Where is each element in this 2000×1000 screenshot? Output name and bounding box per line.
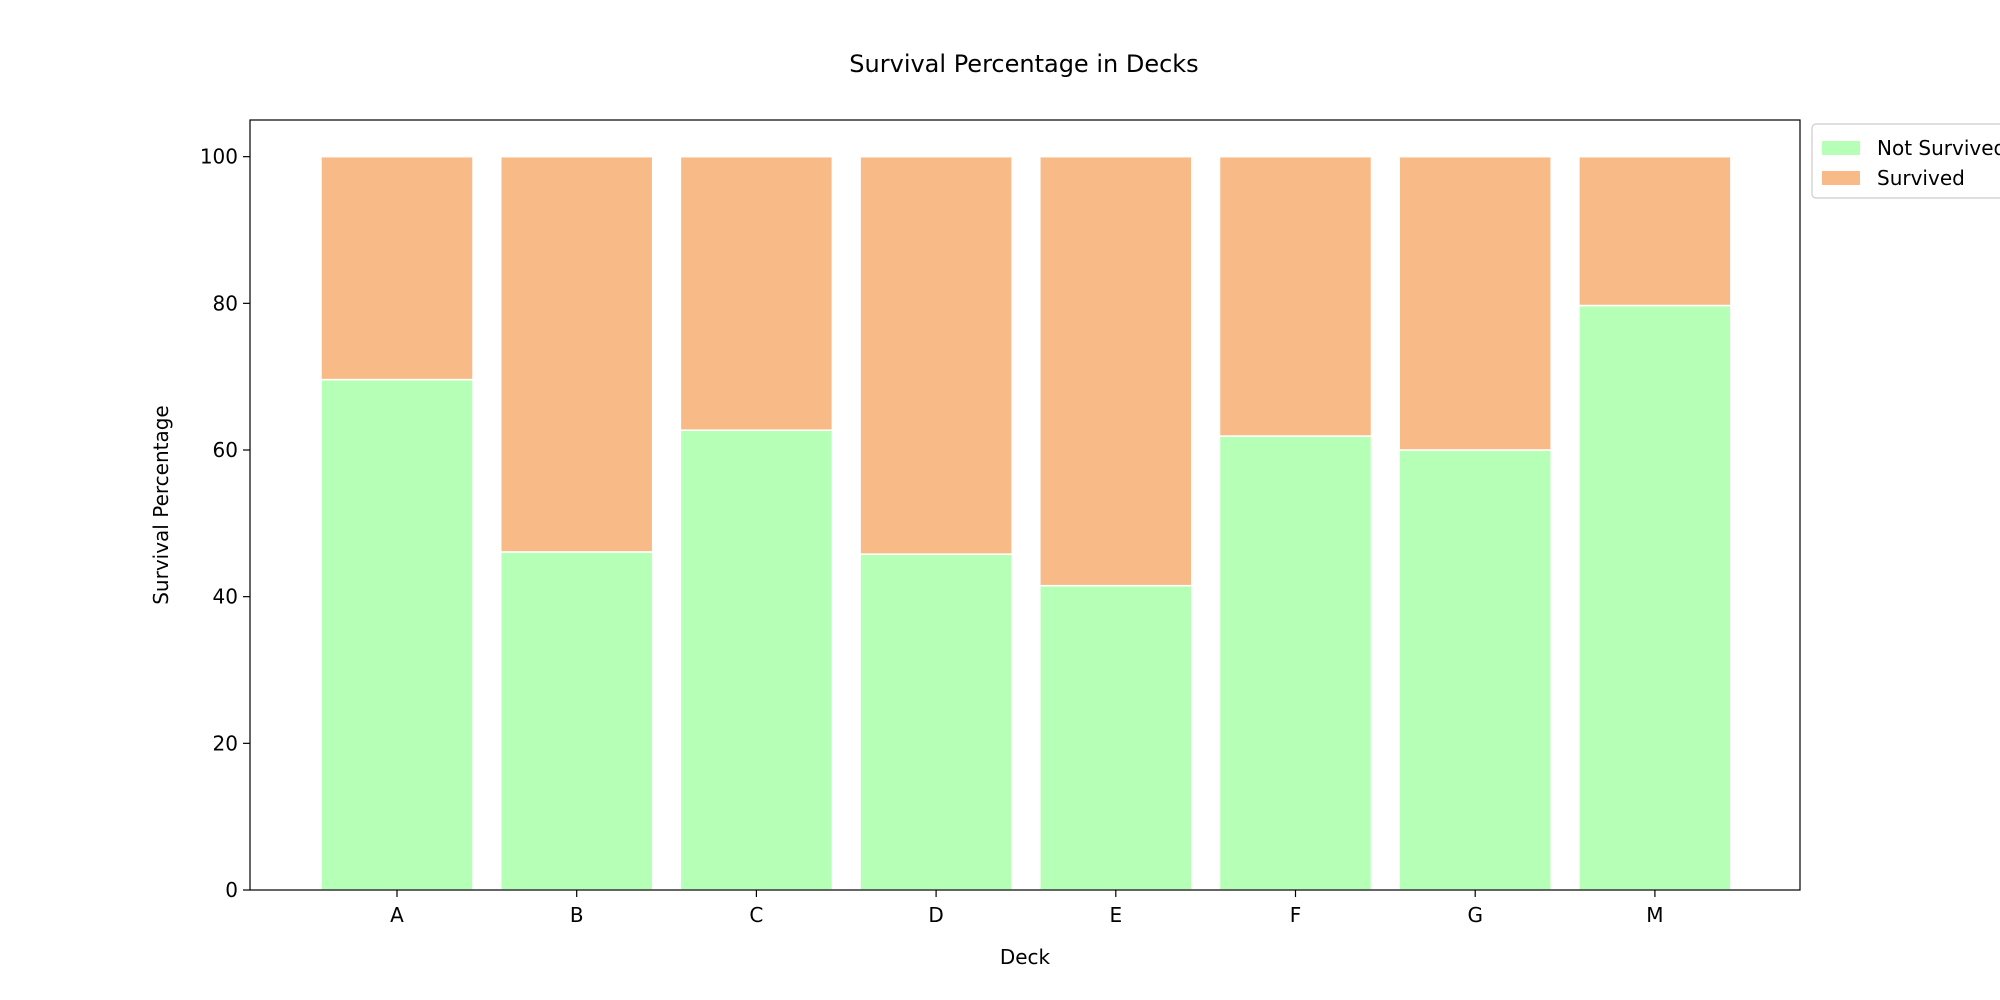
x-tick-label: G — [1467, 903, 1483, 927]
bar-survived-c — [679, 155, 834, 431]
bar-survived-m — [1578, 155, 1732, 307]
bar-survived-a — [320, 155, 474, 381]
x-tick-label: C — [749, 903, 763, 927]
y-axis-title: Survival Percentage — [149, 405, 173, 605]
y-axis: 0 20 40 60 80 100 — [200, 145, 250, 902]
bar-not-survived-a — [320, 378, 474, 891]
y-tick-label: 40 — [213, 585, 238, 609]
bar-survived-d — [859, 155, 1013, 555]
x-tick-label: F — [1290, 903, 1302, 927]
bar-not-survived-m — [1578, 304, 1732, 891]
legend-label-not-survived: Not Survived — [1877, 136, 2000, 160]
bar-survived-e — [1039, 155, 1193, 587]
x-tick-label: D — [928, 903, 943, 927]
legend-label-survived: Survived — [1877, 166, 1965, 190]
bar-not-survived-g — [1398, 449, 1552, 891]
x-axis-title: Deck — [1000, 945, 1051, 969]
x-tick-label: A — [390, 903, 404, 927]
x-tick-label: M — [1646, 903, 1663, 927]
x-tick-label: B — [570, 903, 584, 927]
chart-title: Survival Percentage in Decks — [849, 50, 1198, 78]
legend: Not Survived Survived — [1811, 123, 2000, 199]
y-tick-label: 0 — [225, 878, 238, 902]
bar-not-survived-c — [679, 429, 834, 891]
y-tick-label: 20 — [213, 731, 238, 755]
bar-survived-f — [1218, 155, 1373, 437]
legend-swatch-not-survived — [1822, 141, 1860, 155]
bar-not-survived-f — [1218, 435, 1373, 891]
bars-group — [320, 155, 1732, 891]
plot-area-frame — [249, 119, 1801, 891]
y-tick-label: 80 — [213, 291, 238, 315]
bar-survived-g — [1398, 155, 1552, 451]
bar-not-survived-d — [859, 553, 1013, 891]
bar-not-survived-b — [499, 551, 654, 891]
bar-survived-b — [499, 155, 654, 553]
y-tick-label: 100 — [200, 145, 238, 169]
legend-swatch-survived — [1822, 171, 1860, 185]
x-tick-label: E — [1109, 903, 1122, 927]
bar-not-survived-e — [1039, 584, 1193, 891]
y-tick-label: 60 — [213, 438, 238, 462]
